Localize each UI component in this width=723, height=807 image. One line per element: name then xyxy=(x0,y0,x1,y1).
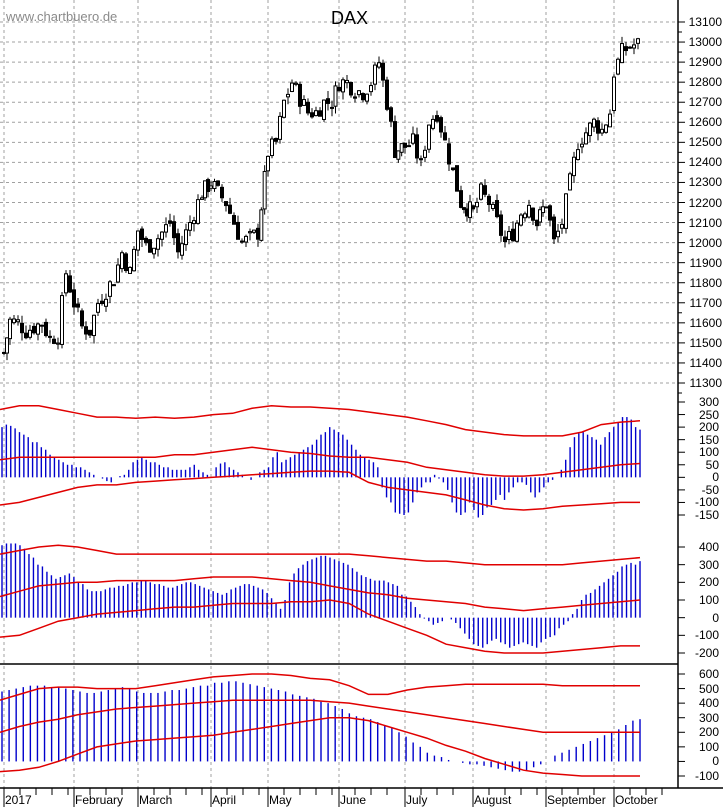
y-tick-label: -100 xyxy=(694,628,719,643)
y-tick-label: 13000 xyxy=(688,35,722,50)
watermark: www.chartbuero.de xyxy=(6,9,118,24)
x-tick-label: August xyxy=(474,793,512,807)
x-tick-label: March xyxy=(139,793,173,807)
y-tick-label: 11900 xyxy=(689,255,722,270)
y-tick-label: 400 xyxy=(698,540,719,554)
y-tick-label: 100 xyxy=(698,445,719,460)
y-tick-label: -150 xyxy=(694,508,719,522)
y-tick-label: 200 xyxy=(698,420,719,435)
y-tick-label: 12000 xyxy=(688,235,722,250)
indicator-panel-1 xyxy=(0,405,641,518)
y-tick-label: 300 xyxy=(698,557,719,572)
y-tick-label: 200 xyxy=(698,575,719,590)
y-tick-label: 12100 xyxy=(688,215,722,230)
y-tick-label: 12500 xyxy=(688,135,722,150)
y-tick-label: 150 xyxy=(698,432,719,447)
y-tick-label: 100 xyxy=(698,593,719,607)
x-tick-label: September xyxy=(547,793,606,807)
y-tick-label: 600 xyxy=(698,667,719,681)
y-tick-label: 12700 xyxy=(688,95,722,110)
candlesticks xyxy=(2,36,640,361)
y-tick-label: 250 xyxy=(698,407,719,422)
x-tick-label: July xyxy=(406,793,428,807)
y-tick-label: 50 xyxy=(705,457,719,472)
y-tick-label: 11300 xyxy=(689,376,722,390)
y-tick-label: 11800 xyxy=(689,275,722,290)
y-tick-label: 200 xyxy=(698,725,719,740)
y-tick-label: 0 xyxy=(712,470,719,485)
chart-title: DAX xyxy=(331,8,369,28)
y-tick-label: -100 xyxy=(694,495,719,510)
y-tick-label: 400 xyxy=(698,696,719,711)
y-tick-label: 12800 xyxy=(688,75,722,90)
y-tick-label: 13100 xyxy=(688,15,722,29)
indicator-panel-2 xyxy=(0,543,641,654)
y-tick-label: 500 xyxy=(698,681,719,696)
y-tick-label: 300 xyxy=(698,710,719,725)
y-tick-label: 100 xyxy=(698,739,719,754)
x-tick-label: June xyxy=(340,793,367,807)
y-tick-label: 11500 xyxy=(689,335,722,350)
y-tick-label: -50 xyxy=(701,482,719,497)
grid xyxy=(0,0,678,788)
y-tick-label: 11600 xyxy=(689,315,722,330)
x-tick-label: April xyxy=(212,793,237,807)
y-tick-label: 11700 xyxy=(689,295,722,310)
y-tick-label: 0 xyxy=(712,610,719,625)
y-tick-label: 12300 xyxy=(688,175,722,190)
x-tick-label: October xyxy=(615,793,658,807)
x-tick-label: 2017 xyxy=(5,793,32,807)
y-tick-label: -200 xyxy=(694,646,719,660)
indicator-panel-3 xyxy=(0,673,641,777)
y-tick-label: 11400 xyxy=(689,355,722,370)
y-tick-label: -100 xyxy=(694,769,719,783)
y-tick-label: 0 xyxy=(712,754,719,769)
x-tick-label: February xyxy=(75,793,124,807)
y-tick-label: 12400 xyxy=(688,155,722,170)
y-tick-label: 12600 xyxy=(688,115,722,130)
y-tick-label: 12200 xyxy=(688,195,722,210)
y-tick-label: 300 xyxy=(698,395,719,409)
x-tick-label: May xyxy=(269,793,292,807)
y-tick-label: 12900 xyxy=(688,55,722,70)
